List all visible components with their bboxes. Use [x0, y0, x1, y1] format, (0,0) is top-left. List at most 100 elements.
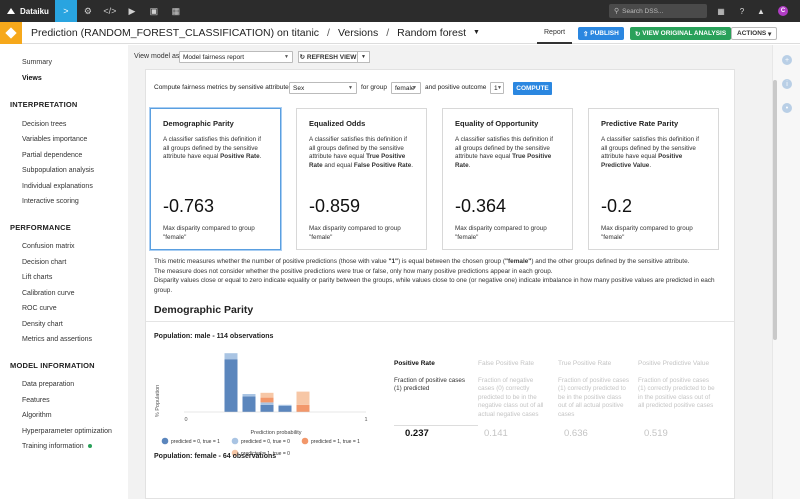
refresh-options-dropdown[interactable]: ▼ [358, 51, 370, 63]
card-description: A classifier satisfies this definition i… [309, 136, 413, 169]
run-icon[interactable]: ▶ [128, 5, 136, 16]
metric-true-positive-rate[interactable]: True Positive Rate Fraction of positive … [558, 360, 630, 438]
histogram-bar[interactable] [278, 404, 292, 406]
scrollbar[interactable] [773, 80, 777, 340]
code-icon[interactable]: </> [103, 6, 117, 16]
histogram-bar[interactable] [260, 392, 274, 398]
sidebar-item-interactive-scoring[interactable]: Interactive scoring [22, 198, 79, 205]
chevron-down-icon[interactable]: ▼ [473, 29, 480, 36]
publish-button[interactable]: ⇧ PUBLISH [578, 27, 624, 40]
histogram-bar[interactable] [242, 394, 256, 397]
card-value: -0.859 [309, 196, 361, 216]
search-input[interactable] [622, 7, 709, 15]
breadcrumb-model[interactable]: Prediction (RANDOM_FOREST_CLASSIFICATION… [31, 26, 320, 39]
sidebar-item-subpopulation-analysis[interactable]: Subpopulation analysis [22, 167, 94, 174]
wiki-icon[interactable]: ▦ [171, 5, 181, 16]
sidebar-item-confusion-matrix[interactable]: Confusion matrix [22, 243, 75, 250]
histogram-bar[interactable] [224, 359, 238, 412]
apps-grid-icon[interactable]: ▦ [717, 6, 725, 16]
sidebar-item-calibration-curve[interactable]: Calibration curve [22, 290, 75, 297]
metric-card-predictive-rate-parity[interactable]: Predictive Rate Parity A classifier sati… [588, 108, 719, 250]
sidebar-item-features[interactable]: Features [22, 397, 50, 404]
histogram-bar[interactable] [242, 396, 256, 412]
sidebar-item-density-chart[interactable]: Density chart [22, 321, 63, 328]
view-model-as-select[interactable]: Model fairness report ▼ [179, 51, 293, 63]
positive-outcome-select[interactable]: 1 ▼ [490, 82, 504, 94]
metric-card-equalized-odds[interactable]: Equalized Odds A classifier satisfies th… [296, 108, 427, 250]
sidebar-item-metrics-and-assertions[interactable]: Metrics and assertions [22, 336, 93, 343]
histogram-bar[interactable] [260, 404, 274, 412]
breadcrumb-versions[interactable]: Versions [337, 26, 379, 39]
notifications-icon[interactable]: ▲ [757, 6, 765, 16]
sidebar-item-partial-dependence[interactable]: Partial dependence [22, 152, 83, 159]
sidebar-item-summary[interactable]: Summary [22, 59, 52, 66]
sidebar-section-performance: PERFORMANCE [10, 223, 71, 232]
sidebar-item-decision-trees[interactable]: Decision trees [22, 121, 67, 128]
view-original-analysis-button[interactable]: ↻ VIEW ORIGINAL ANALYSIS [630, 27, 732, 40]
compute-label: Compute fairness metrics by sensitive at… [154, 84, 289, 91]
view-model-as-label: View model as [134, 53, 180, 60]
legend-swatch [231, 437, 239, 445]
card-disparity: Max disparity compared to group "female" [309, 225, 401, 241]
actions-dropdown[interactable]: ACTIONS ▾ [731, 27, 778, 40]
compute-button[interactable]: COMPUTE [513, 82, 552, 95]
add-icon[interactable]: + [782, 55, 792, 65]
sidebar-section-interpretation: INTERPRETATION [10, 100, 78, 109]
histogram-bar[interactable] [224, 353, 238, 360]
sidebar-item-algorithm[interactable]: Algorithm [22, 412, 52, 419]
sidebar-section-model-information: MODEL INFORMATION [10, 361, 95, 370]
metric-false-positive-rate[interactable]: False Positive Rate Fraction of negative… [478, 360, 550, 438]
dataiku-logo[interactable]: Dataiku [0, 0, 55, 22]
y-axis-label: % Population [155, 385, 161, 417]
histogram-bar[interactable] [260, 397, 274, 403]
sidebar-item-roc-curve[interactable]: ROC curve [22, 305, 57, 312]
legend-swatch [161, 437, 169, 445]
histogram-bar[interactable] [278, 406, 292, 412]
sidebar-item-lift-charts[interactable]: Lift charts [22, 274, 53, 281]
sidebar-item-decision-chart[interactable]: Decision chart [22, 259, 67, 266]
tab-report[interactable]: Report [537, 22, 573, 44]
chat-icon[interactable]: • [782, 103, 792, 113]
population-title-female: Population: female - 64 observations [154, 453, 277, 460]
card-disparity: Max disparity compared to group "female" [601, 225, 693, 241]
sidebar-item-training-information[interactable]: Training information [22, 443, 92, 450]
user-avatar[interactable]: C [778, 6, 788, 16]
metric-description: Fraction of positive cases (1) predicted [394, 376, 466, 393]
page-header: Prediction (RANDOM_FOREST_CLASSIFICATION… [0, 21, 800, 44]
legend-label: predicted = 0, true = 1 [171, 439, 220, 445]
saved-model-icon [0, 21, 22, 44]
histogram-bar[interactable] [296, 404, 310, 412]
metric-card-equality-of-opportunity[interactable]: Equality of Opportunity A classifier sat… [442, 108, 573, 250]
sidebar-item-data-preparation[interactable]: Data preparation [22, 381, 75, 388]
dashboard-icon[interactable]: ▣ [149, 5, 159, 16]
sidebar-item-individual-explanations[interactable]: Individual explanations [22, 183, 93, 190]
search-box[interactable]: ⚲ [609, 4, 709, 18]
card-title: Equality of Opportunity [455, 119, 539, 128]
sidebar-item-variables-importance[interactable]: Variables importance [22, 136, 88, 143]
metric-description: Fraction of positive cases (1) correctly… [558, 376, 630, 418]
group-select[interactable]: female ▼ [391, 82, 421, 94]
card-value: -0.2 [601, 196, 633, 216]
metric-positive-rate[interactable]: Positive Rate Fraction of positive cases… [394, 360, 466, 438]
sidebar-item-hyperparameter-optimization[interactable]: Hyperparameter optimization [22, 428, 112, 435]
legend-swatch [301, 437, 309, 445]
breadcrumb: Prediction (RANDOM_FOREST_CLASSIFICATION… [31, 26, 480, 39]
info-icon[interactable]: i [782, 79, 792, 89]
metric-description: Fraction of positive cases (1) correctly… [638, 376, 715, 410]
breadcrumb-version[interactable]: Random forest [397, 26, 467, 39]
help-icon[interactable]: ? [739, 6, 745, 16]
sensitive-attribute-select[interactable]: Sex ▼ [289, 82, 357, 94]
metric-card-demographic-parity[interactable]: Demographic Parity A classifier satisfie… [150, 108, 281, 250]
refresh-view-button[interactable]: ↻ REFRESH VIEW [298, 51, 358, 63]
for-group-label: for group [361, 84, 388, 91]
histogram-bar[interactable] [260, 402, 274, 405]
metric-value: 0.636 [564, 428, 588, 439]
recipes-icon[interactable]: ⚙ [83, 5, 92, 16]
metric-positive-predictive-value[interactable]: Positive Predictive Value Fraction of po… [638, 360, 718, 438]
card-value: -0.763 [163, 196, 215, 216]
metric-explanation: This metric measures whether the number … [154, 258, 715, 294]
flow-icon[interactable]: > [54, 0, 77, 22]
histogram-bar[interactable] [296, 391, 310, 405]
sidebar-item-views[interactable]: Views [22, 75, 42, 82]
brand-name: Dataiku [20, 6, 49, 16]
